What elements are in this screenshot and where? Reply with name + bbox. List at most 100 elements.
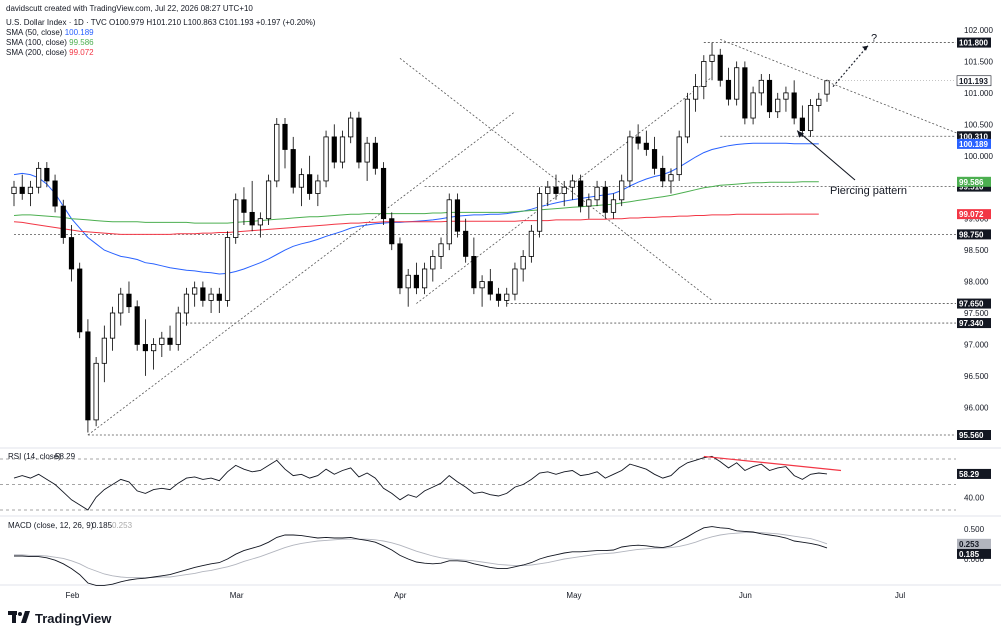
candle[interactable] (290, 136, 296, 194)
candle[interactable] (241, 187, 247, 225)
candle[interactable] (298, 168, 305, 207)
candle[interactable] (142, 319, 148, 376)
candle[interactable] (405, 268, 411, 307)
candle[interactable] (44, 162, 50, 188)
candle[interactable] (569, 174, 576, 200)
candle[interactable] (397, 237, 403, 295)
candle[interactable] (151, 338, 157, 370)
candle[interactable] (701, 55, 707, 100)
candle[interactable] (413, 262, 419, 295)
candle[interactable] (224, 231, 231, 307)
candle[interactable] (651, 136, 658, 175)
candle[interactable] (265, 174, 272, 225)
candle[interactable] (389, 212, 395, 251)
candle[interactable] (101, 325, 107, 383)
candle[interactable] (471, 237, 477, 295)
candle[interactable] (586, 193, 592, 219)
candle[interactable] (323, 130, 329, 188)
candle[interactable] (816, 92, 822, 112)
candle[interactable] (77, 262, 83, 339)
candle[interactable] (183, 287, 190, 326)
candle[interactable] (643, 130, 649, 156)
candle[interactable] (60, 199, 66, 244)
candle[interactable] (208, 287, 214, 313)
candle[interactable] (775, 92, 781, 119)
candle[interactable] (216, 287, 222, 313)
candle[interactable] (422, 262, 428, 295)
candle[interactable] (331, 124, 337, 169)
candle[interactable] (824, 79, 830, 102)
candle[interactable] (512, 262, 518, 301)
candle[interactable] (36, 162, 42, 194)
candle[interactable] (380, 162, 387, 225)
candle[interactable] (676, 130, 682, 181)
candle[interactable] (610, 193, 617, 219)
candle[interactable] (660, 155, 666, 188)
candle[interactable] (758, 74, 764, 106)
candle[interactable] (545, 180, 551, 207)
candle[interactable] (52, 174, 58, 213)
candle[interactable] (93, 357, 99, 427)
candle[interactable] (126, 281, 132, 313)
candle[interactable] (520, 250, 526, 282)
rsi-trendline[interactable] (703, 455, 842, 472)
candle[interactable] (315, 174, 321, 207)
candle[interactable] (561, 180, 567, 207)
candle[interactable] (356, 111, 362, 169)
candle[interactable] (619, 174, 625, 207)
candle[interactable] (807, 99, 814, 137)
candle[interactable] (783, 86, 789, 112)
sma100-legend[interactable]: SMA (100, close) 99.586 (6, 38, 94, 48)
sma200-legend[interactable]: SMA (200, close) 99.072 (6, 48, 94, 58)
candle[interactable] (307, 155, 313, 200)
candle[interactable] (282, 118, 288, 169)
candle[interactable] (159, 331, 165, 358)
candle[interactable] (68, 224, 75, 282)
candle[interactable] (578, 174, 584, 213)
candle[interactable] (602, 180, 608, 219)
candle[interactable] (11, 180, 17, 207)
candle[interactable] (709, 42, 715, 81)
candle[interactable] (200, 281, 206, 307)
candle[interactable] (487, 268, 493, 301)
candle[interactable] (693, 74, 699, 112)
candle[interactable] (109, 306, 116, 351)
trendline-falling-2[interactable] (720, 39, 967, 138)
candle[interactable] (134, 300, 140, 351)
candle[interactable] (372, 136, 378, 175)
candle[interactable] (791, 80, 797, 125)
candle[interactable] (742, 61, 748, 125)
tradingview-brand[interactable]: TradingView (8, 611, 111, 626)
candle[interactable] (750, 86, 756, 125)
candle[interactable] (594, 180, 600, 207)
candle[interactable] (627, 130, 633, 188)
candle[interactable] (553, 174, 559, 200)
candle[interactable] (479, 275, 485, 307)
candle[interactable] (19, 174, 25, 200)
candle[interactable] (799, 105, 805, 137)
candle[interactable] (536, 187, 543, 238)
candle[interactable] (339, 130, 346, 169)
candle[interactable] (446, 193, 452, 251)
candle[interactable] (192, 281, 198, 307)
candle[interactable] (27, 180, 34, 207)
candle[interactable] (257, 212, 263, 238)
candle[interactable] (725, 67, 732, 106)
candle[interactable] (463, 218, 469, 263)
candle[interactable] (454, 193, 461, 238)
trendline-rising-1[interactable] (87, 111, 516, 436)
candle[interactable] (668, 168, 674, 194)
candle[interactable] (233, 193, 239, 244)
candle[interactable] (635, 124, 641, 150)
candle[interactable] (85, 319, 91, 433)
candle[interactable] (504, 287, 510, 307)
candle[interactable] (495, 287, 502, 307)
candle[interactable] (717, 48, 723, 87)
candle[interactable] (249, 180, 255, 232)
candle[interactable] (274, 118, 280, 188)
candle[interactable] (118, 287, 124, 326)
candle[interactable] (528, 224, 534, 263)
candle[interactable] (348, 111, 354, 144)
candle[interactable] (734, 61, 740, 106)
